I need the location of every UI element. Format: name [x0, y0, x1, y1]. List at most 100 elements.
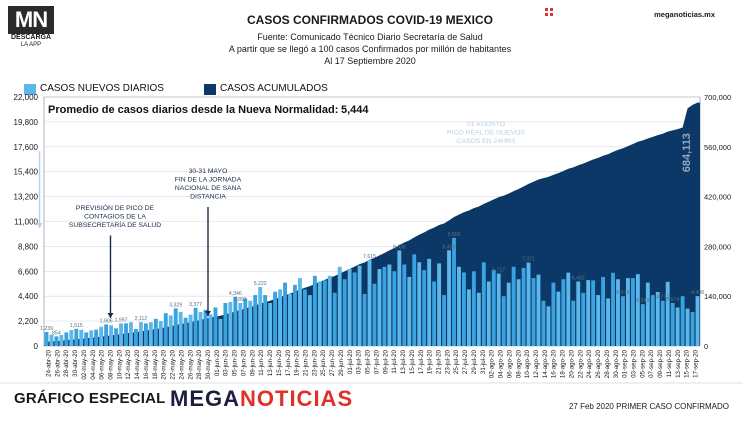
- x-tick-label: 11-sep-20: [666, 349, 673, 377]
- left-axis-tick-label: 6,600: [18, 267, 39, 276]
- daily-bar: [253, 295, 258, 346]
- x-tick-label: 14-ago-20: [542, 349, 549, 378]
- daily-bar: [526, 262, 531, 346]
- x-tick-label: 18-may-20: [152, 349, 159, 379]
- x-tick-label: 01-jun-20: [214, 349, 221, 376]
- daily-bar: [178, 312, 183, 346]
- x-tick-label: 24-abr-20: [45, 349, 52, 376]
- daily-bar: [680, 296, 685, 346]
- daily-bar: [69, 330, 74, 346]
- x-tick-label: 15-sep-20: [684, 349, 691, 377]
- x-tick-label: 29-jul-20: [471, 349, 478, 374]
- daily-bar: [561, 279, 566, 346]
- daily-bar: [307, 295, 312, 346]
- daily-bar: [173, 308, 178, 346]
- annotation-arrowhead: [107, 313, 114, 318]
- x-tick-label: 04-may-20: [90, 349, 97, 379]
- daily-bar: [496, 273, 501, 346]
- daily-bar: [695, 296, 700, 346]
- daily-bar: [457, 266, 461, 346]
- daily-bar: [74, 328, 79, 346]
- cumulative-area: [44, 102, 700, 346]
- chart-title: CASOS CONFIRMADOS COVID-19 MEXICO: [246, 13, 494, 27]
- daily-bar: [347, 269, 352, 346]
- logo-download-text: DESCARGA: [10, 34, 52, 41]
- bar-value-label: 8,458: [443, 244, 456, 250]
- daily-bar: [437, 263, 442, 346]
- logo-mark: MN: [8, 6, 54, 34]
- meganoticias-app-logo[interactable]: MN DESCARGA LA APP: [8, 6, 54, 48]
- site-url[interactable]: meganoticias.mx: [654, 10, 715, 19]
- bar-value-label: 6,482: [572, 275, 585, 281]
- daily-bar: [298, 278, 302, 346]
- daily-bar: [218, 318, 223, 346]
- legend-swatch-cumulative: [204, 84, 216, 95]
- bar-value-label: 854: [52, 330, 61, 336]
- daily-bar: [64, 332, 69, 346]
- daily-bar: [317, 281, 322, 346]
- daily-bar: [84, 332, 89, 346]
- bar-value-label: 1,239: [40, 326, 53, 332]
- daily-bar: [148, 322, 153, 346]
- daily-bar: [79, 329, 84, 346]
- logo-app-text: LA APP: [20, 42, 42, 48]
- daily-bar: [640, 304, 645, 346]
- x-tick-label: 09-sep-20: [657, 349, 664, 377]
- left-axis-tick-label: 8,800: [18, 242, 39, 251]
- x-tick-label: 24-may-20: [178, 349, 185, 379]
- daily-bar: [124, 323, 128, 346]
- right-axis-tick-label: 140,000: [704, 292, 731, 301]
- bar-value-label: 2,112: [135, 316, 148, 322]
- bar-value-label: 5,674: [666, 297, 679, 303]
- daily-bar: [59, 334, 64, 346]
- daily-bar: [675, 307, 680, 346]
- daily-bar: [521, 267, 526, 346]
- cumulative-final-label: 684,113: [681, 133, 693, 172]
- daily-bar: [596, 295, 601, 346]
- daily-bar: [248, 300, 253, 346]
- daily-bar: [670, 302, 675, 346]
- daily-bar: [94, 329, 99, 346]
- bar-value-label: 5,222: [254, 281, 267, 287]
- daily-bar: [268, 302, 273, 346]
- footer-brand: MEGANOTICIAS: [170, 386, 353, 412]
- annotation-text: CASOS EN 24HRS: [457, 138, 516, 145]
- right-axis-tick-label: 0: [704, 342, 708, 351]
- daily-bar: [447, 250, 451, 346]
- daily-bar: [387, 264, 392, 346]
- daily-bar: [621, 296, 625, 346]
- left-axis-tick-label: 17,600: [14, 143, 39, 152]
- daily-bar: [541, 300, 546, 346]
- daily-bar: [352, 272, 357, 346]
- x-tick-label: 21-jul-20: [435, 349, 442, 374]
- left-axis-tick-label: 2,200: [18, 317, 39, 326]
- x-tick-label: 10-ago-20: [524, 349, 531, 378]
- x-tick-label: 01-sep-20: [622, 349, 629, 377]
- daily-bar: [337, 266, 342, 346]
- daily-bar: [213, 307, 218, 346]
- daily-bar: [332, 292, 337, 346]
- annotation-arrowhead: [36, 223, 43, 228]
- x-tick-label: 19-jul-20: [427, 349, 434, 374]
- daily-bar: [665, 281, 670, 346]
- daily-bar: [283, 282, 287, 346]
- x-tick-label: 20-ago-20: [568, 349, 575, 378]
- x-tick-label: 07-jun-20: [240, 349, 247, 376]
- bar-value-label: 3,891: [234, 297, 247, 303]
- daily-bar: [581, 292, 586, 346]
- x-tick-label: 03-sep-20: [631, 349, 638, 377]
- daily-bar: [208, 314, 213, 346]
- daily-bar: [109, 325, 114, 346]
- right-axis-tick-label: 700,000: [704, 93, 731, 102]
- x-tick-label: 27-jun-20: [329, 349, 336, 376]
- daily-bar: [198, 312, 203, 346]
- daily-bar: [114, 328, 118, 346]
- x-tick-label: 28-may-20: [196, 349, 203, 379]
- x-tick-label: 17-jun-20: [285, 349, 292, 376]
- daily-bar: [168, 315, 173, 346]
- x-tick-label: 28-ago-20: [604, 349, 611, 378]
- x-tick-label: 03-jun-20: [223, 349, 230, 376]
- daily-bar: [511, 266, 516, 346]
- daily-bar: [506, 282, 511, 346]
- left-axis-tick-label: 4,400: [18, 292, 39, 301]
